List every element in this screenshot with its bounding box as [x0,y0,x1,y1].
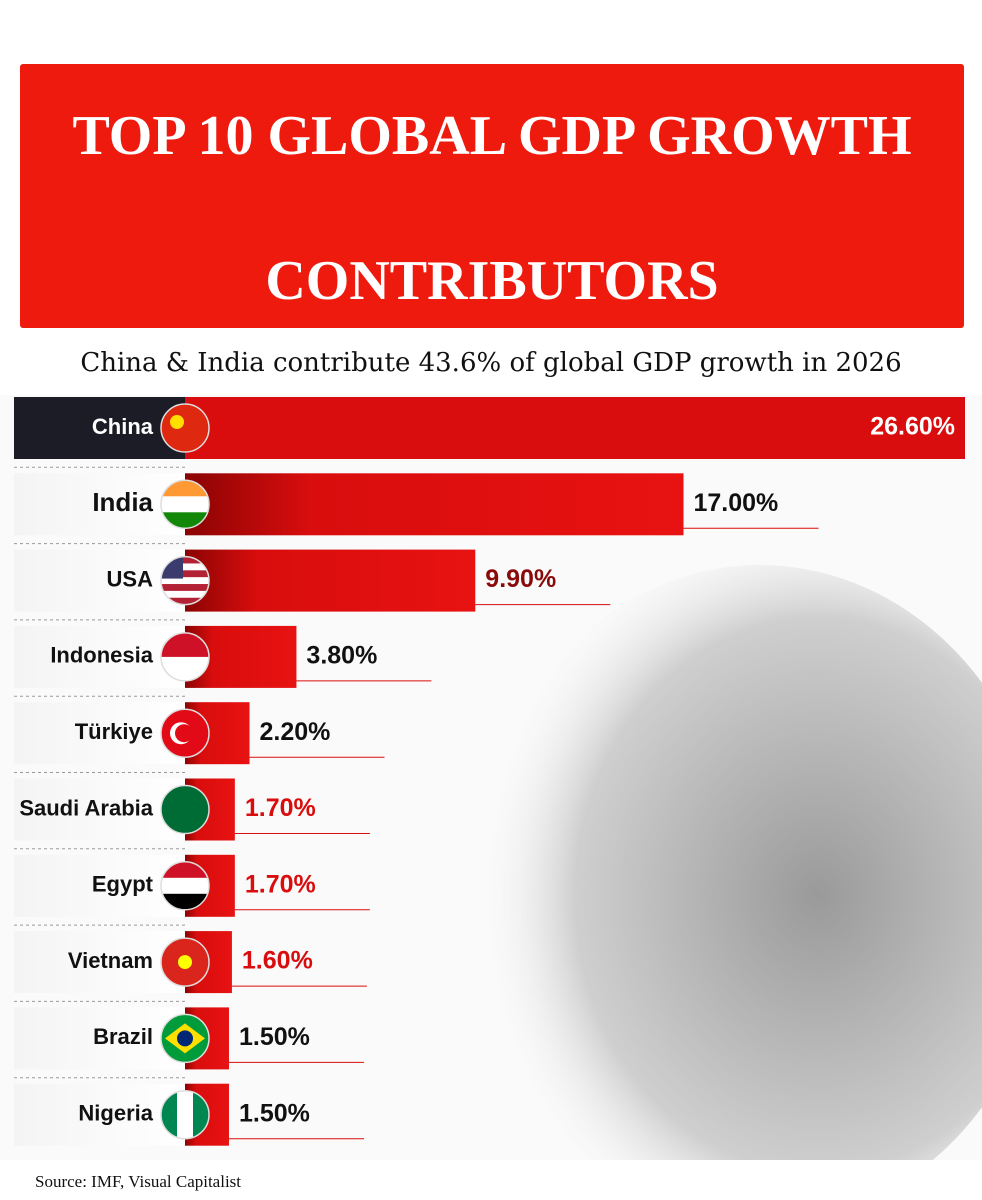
flag-stripe [161,590,209,599]
flag-stripe [161,570,209,578]
category-cell [14,549,185,612]
category-label: Saudi Arabia [19,795,153,820]
flag-globe [177,1030,193,1047]
flag-stripe [161,656,209,681]
flag [161,709,209,758]
value-label: 1.70% [245,870,316,898]
bar [185,397,965,459]
value-label: 17.00% [693,489,778,517]
flag-border [160,555,210,606]
category-cell [14,397,185,459]
flag [161,785,209,834]
flag-stripe [161,556,209,564]
chart: China 26.60% India 17.00% USA 9.90% Indonesia 3… [0,395,982,1160]
flag-border [160,708,210,758]
category-cell [14,778,185,841]
flag-border [160,1013,210,1064]
bar [185,473,684,536]
flag-stripe [161,877,209,895]
flag-stripe [161,1090,178,1139]
category-cell [14,473,185,536]
flag-stripe [161,563,209,571]
category-label: Indonesia [50,643,153,668]
value-label: 1.70% [245,794,316,822]
flag-stripe [161,597,209,605]
category-label: Nigeria [78,1101,153,1126]
value-label: 1.50% [239,1023,310,1051]
flag-stripe [161,577,209,585]
flag-border [160,937,210,987]
value-label: 1.60% [242,947,313,975]
portraits-placeholder [470,565,982,1160]
flag-star [170,415,184,429]
flag-stripe [161,480,209,497]
flag [161,938,209,987]
flag-star [178,955,192,970]
flag-border [160,632,210,682]
source-note: Source: IMF, Visual Capitalist [35,1172,242,1191]
value-label: 26.60% [870,413,955,441]
category-cell [14,854,185,917]
category-cell [14,702,185,765]
flag [161,556,209,605]
value-label: 1.50% [239,1099,310,1127]
value-label: 2.20% [260,718,331,746]
flag-stripe [177,1090,194,1139]
flag-border [160,784,210,835]
category-label: Türkiye [75,719,153,744]
category-label: India [92,487,153,517]
flag-stripe [161,785,209,834]
value-label: 9.90% [485,565,556,593]
flag-stripe [161,861,209,879]
flag [161,1014,209,1063]
chart-title: TOP 10 GLOBAL GDP GROWTH CONTRIBUTORS [20,64,964,328]
flag-border [160,479,210,530]
flag-crescent-cut [175,724,193,743]
category-cell [14,625,185,688]
category-label: Brazil [93,1024,153,1049]
value-label: 3.80% [306,642,377,670]
flag-border [160,1089,210,1140]
category-cell [14,1007,185,1070]
category-label: China [92,414,154,439]
category-cell [14,1083,185,1146]
category-cell [14,931,185,994]
bar [185,549,476,612]
flag-stripe [161,584,209,592]
flag-border [160,861,210,911]
flag-stripe [161,496,209,513]
chart-subtitle: China & India contribute 43.6% of global… [80,348,902,378]
category-label: USA [107,566,154,591]
flag [161,404,209,452]
flag-border [160,403,210,453]
category-label: Vietnam [68,948,153,973]
category-label: Egypt [92,872,154,897]
flag-stripe [161,404,209,452]
